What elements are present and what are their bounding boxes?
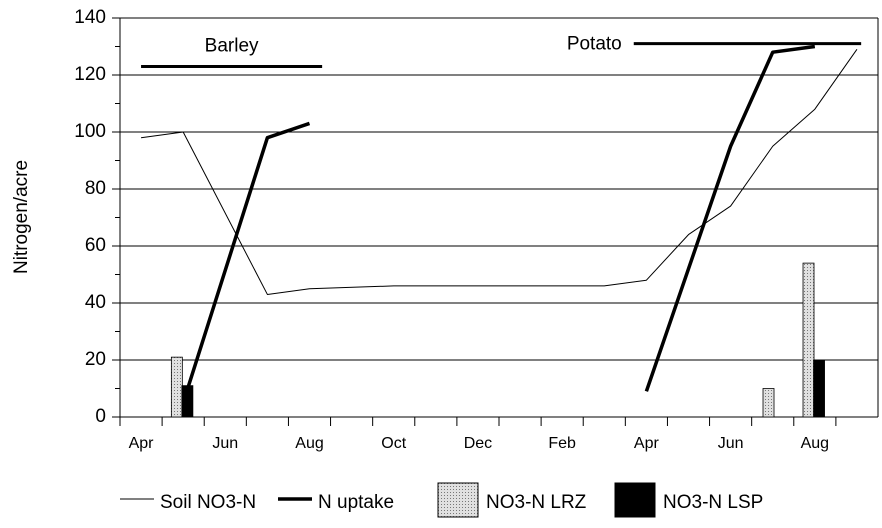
- x-tick-label: Aug: [295, 435, 323, 452]
- legend-label: Soil NO3-N: [160, 492, 256, 513]
- y-tick-label: 20: [85, 349, 106, 370]
- y-tick-label: 140: [74, 7, 106, 28]
- line: [644, 44, 816, 392]
- bar: [181, 385, 194, 418]
- annotation-text: Barley: [205, 35, 259, 56]
- x-tick-label: Oct: [381, 435, 406, 452]
- y-axis-label: Nitrogen/acre: [11, 160, 32, 274]
- x-tick-label: Dec: [464, 435, 492, 452]
- y-tick-label: 60: [85, 235, 106, 256]
- legend-label: N uptake: [318, 492, 394, 513]
- x-tick-label: Aug: [801, 435, 829, 452]
- y-tick-label: 0: [95, 406, 106, 427]
- y-tick-label: 100: [74, 121, 106, 142]
- y-tick-label: 40: [85, 292, 106, 313]
- x-tick-label: Apr: [634, 435, 660, 452]
- legend-swatch: [437, 482, 479, 518]
- bar: [813, 359, 825, 418]
- x-tick-label: Jun: [212, 435, 238, 452]
- bar: [170, 356, 183, 418]
- legend-swatch: [614, 482, 656, 518]
- x-tick-label: Jun: [718, 435, 744, 452]
- bar: [802, 262, 815, 418]
- legend-label: NO3-N LRZ: [486, 492, 587, 513]
- legend-label: NO3-N LSP: [663, 492, 763, 513]
- y-tick-label: 80: [85, 178, 106, 199]
- bar: [762, 388, 775, 418]
- annotation-text: Potato: [567, 34, 622, 55]
- x-tick-label: Feb: [548, 435, 576, 452]
- y-tick-label: 120: [74, 64, 106, 85]
- x-tick-label: Apr: [129, 435, 155, 452]
- line: [140, 49, 858, 295]
- line: [181, 121, 311, 404]
